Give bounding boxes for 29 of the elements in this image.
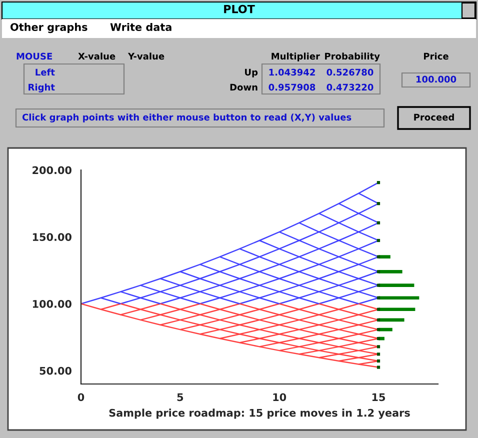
chart-title: PLOT — [224, 4, 255, 14]
text: Left — [36, 68, 55, 76]
text: 1.043942 — [269, 68, 315, 76]
y-tick-label: 100.00 — [32, 300, 72, 308]
text: 0.957908 — [268, 84, 316, 91]
x-axis-title: Sample price roadmap: 15 price moves in 1.2 years — [109, 408, 410, 419]
x-tick-label: 15 — [372, 393, 386, 402]
y-tick-label: 200.00 — [32, 166, 72, 174]
text: Other graphs — [10, 22, 88, 34]
x-tick-label: 10 — [273, 393, 286, 402]
x-tick-label: 5 — [177, 393, 184, 402]
y-tick-label: 150.00 — [32, 233, 72, 241]
x-tick-label: 0 — [78, 393, 84, 402]
text: Click graph points with either mouse button to read (X,Y) values — [22, 114, 352, 122]
y-tick-label: 50.00 — [40, 366, 72, 375]
text: MOUSE — [16, 52, 52, 60]
text: Write data — [110, 22, 172, 32]
text: Multiplier — [272, 52, 320, 62]
text: Proceed — [414, 114, 454, 121]
text: 100.000 — [416, 76, 456, 83]
text: 0.473220 — [326, 84, 374, 91]
text: Y-value — [128, 52, 164, 60]
text: Up — [245, 68, 258, 78]
text: Price — [424, 52, 448, 60]
text: Right — [28, 84, 55, 92]
text: 0.526780 — [326, 68, 374, 76]
text: Down — [230, 84, 258, 91]
text: X-value — [78, 52, 116, 60]
text: Probability — [325, 52, 380, 62]
